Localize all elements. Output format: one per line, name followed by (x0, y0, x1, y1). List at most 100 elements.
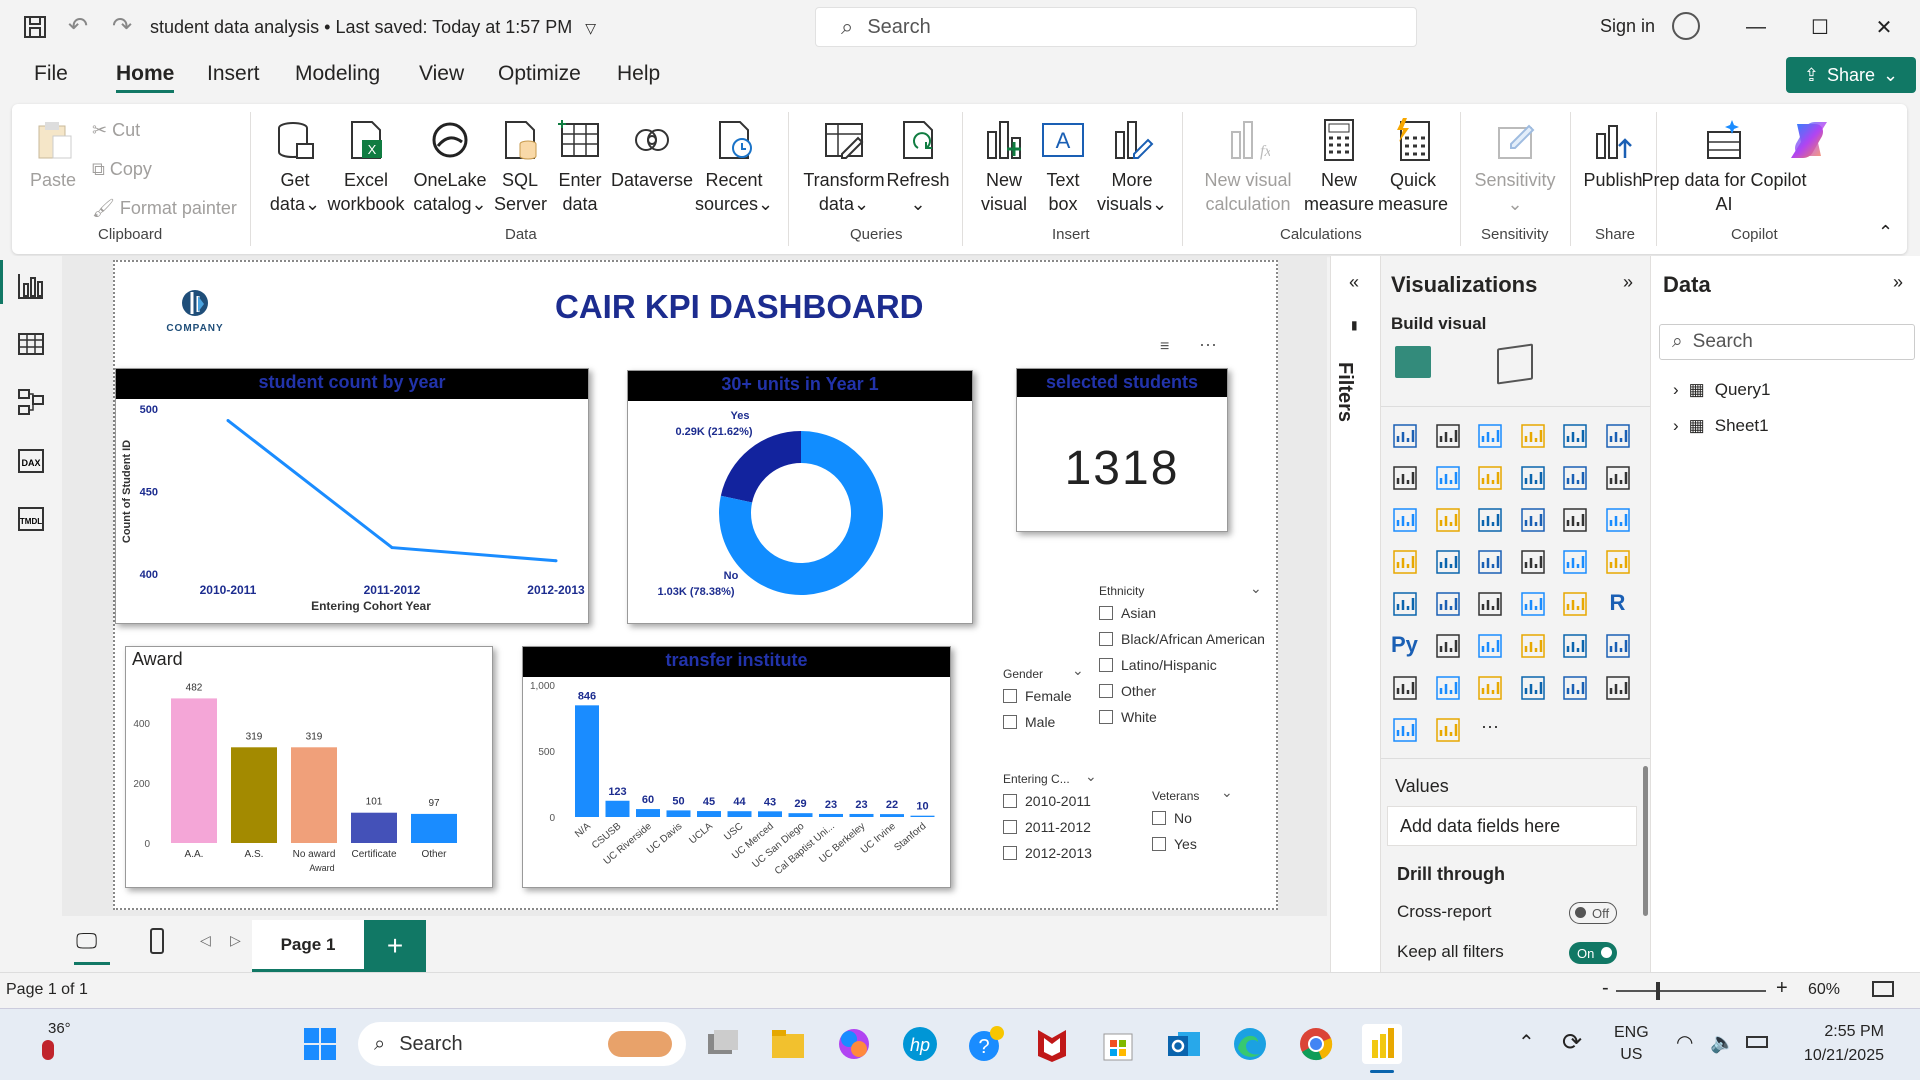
menu-optimize[interactable]: Optimize (498, 62, 581, 85)
next-page-icon[interactable]: ▷ (230, 932, 241, 948)
waterfall-visual-icon[interactable] (1391, 506, 1419, 534)
cohort-option[interactable]: 2011-2012 (1003, 819, 1091, 835)
table-visual-icon[interactable] (1519, 590, 1547, 618)
zoom-slider[interactable] (1616, 982, 1766, 1000)
mobile-layout-icon[interactable] (150, 928, 164, 954)
line-column-visual-icon[interactable] (1561, 464, 1589, 492)
add-fields-well[interactable]: Add data fields here (1387, 806, 1637, 846)
clustered-column-visual-icon[interactable] (1519, 422, 1547, 450)
copy-button[interactable]: ⧉ Copy (92, 157, 152, 181)
checkbox[interactable] (1099, 684, 1113, 698)
power-bi-icon[interactable] (1362, 1024, 1402, 1064)
edge-icon[interactable] (1230, 1024, 1270, 1064)
gender-option[interactable]: Female (1003, 688, 1072, 704)
menu-file[interactable]: File (34, 62, 68, 85)
account-icon[interactable] (1672, 12, 1700, 40)
100-bar-visual-icon[interactable] (1561, 422, 1589, 450)
table-item-query1[interactable]: › ▦ Query1 (1673, 380, 1770, 400)
paginated-report-visual-icon[interactable] (1604, 632, 1632, 660)
report-view-icon[interactable] (15, 270, 47, 302)
transfer-institute-chart[interactable]: transfer institute 0 500 1,000 846 N/A 123 CSU… (522, 646, 951, 888)
more-options-icon[interactable]: ··· (1199, 334, 1217, 354)
chevron-down-icon[interactable]: ⌄ (1085, 768, 1097, 784)
filter-visual-icon[interactable]: ≡ (1160, 338, 1170, 355)
ethnicity-option[interactable]: Latino/Hispanic (1099, 657, 1217, 673)
add-page-button[interactable]: + (364, 920, 426, 972)
zoom-level[interactable]: 60% (1808, 981, 1841, 998)
checkbox[interactable] (1099, 658, 1113, 672)
more-visuals-button[interactable]: More visuals⌄ (1094, 118, 1170, 216)
ethnicity-option[interactable]: White (1099, 709, 1157, 725)
task-view-icon[interactable] (702, 1024, 742, 1064)
more-visual-icon[interactable]: ··· (1481, 716, 1499, 736)
checkbox[interactable] (1152, 837, 1166, 851)
collapse-ribbon-icon[interactable]: ⌃ (1878, 222, 1894, 242)
menu-help[interactable]: Help (617, 62, 661, 85)
donut-visual-icon[interactable] (1561, 506, 1589, 534)
key-influencers-visual-icon[interactable] (1434, 632, 1462, 660)
clustered-bar-visual-icon[interactable] (1476, 422, 1504, 450)
veterans-option[interactable]: No (1152, 810, 1192, 826)
excel-workbook-button[interactable]: X Excel workbook (326, 118, 406, 216)
table-item-sheet1[interactable]: › ▦ Sheet1 (1673, 416, 1769, 436)
matrix-visual-icon[interactable] (1561, 590, 1589, 618)
smart-narrative-visual-icon[interactable] (1561, 632, 1589, 660)
report-page[interactable]: COMPANY CAIR KPI DASHBOARD ≡ ··· student… (113, 260, 1278, 910)
prep-data-copilot-button[interactable]: Prep data for Copilot AI (1641, 118, 1807, 216)
checkbox[interactable] (1152, 811, 1166, 825)
enter-data-button[interactable]: Enter data (552, 118, 608, 216)
stacked-column-visual-icon[interactable] (1434, 422, 1462, 450)
arcgis-visual-icon[interactable] (1434, 716, 1462, 744)
treemap-visual-icon[interactable] (1604, 506, 1632, 534)
cohort-option[interactable]: 2010-2011 (1003, 793, 1091, 809)
zoom-out-button[interactable]: - (1602, 977, 1609, 999)
hp-icon[interactable]: hp (900, 1024, 940, 1064)
r-visual-visual-icon[interactable]: R (1609, 590, 1626, 615)
windows-start-icon[interactable] (300, 1024, 340, 1064)
veterans-option[interactable]: Yes (1152, 836, 1197, 852)
multi-row-card-visual-icon[interactable] (1391, 590, 1419, 618)
new-visual-button[interactable]: New visual (974, 118, 1034, 216)
volume-icon[interactable]: 🔈 (1710, 1032, 1735, 1054)
award-chart[interactable]: Award 0 200 400 482 A.A. 319 A.S. 319 No award 10… (125, 646, 493, 888)
kpi-visual-icon[interactable] (1434, 590, 1462, 618)
menu-home[interactable]: Home (116, 62, 175, 85)
sensitivity-button[interactable]: Sensitivity ⌄ (1470, 118, 1560, 216)
selected-students-card[interactable]: selected students 1318 (1016, 368, 1228, 532)
checkbox[interactable] (1003, 820, 1017, 834)
line-visual-icon[interactable] (1391, 464, 1419, 492)
slicer-visual-icon[interactable] (1476, 590, 1504, 618)
card-visual-icon[interactable] (1604, 548, 1632, 576)
ribbon-visual-icon[interactable] (1519, 464, 1547, 492)
file-explorer-icon[interactable] (768, 1024, 808, 1064)
clock[interactable]: 2:55 PM 10/21/2025 (1782, 1020, 1884, 1068)
chrome-icon[interactable] (1296, 1024, 1336, 1064)
help-icon[interactable]: ? (966, 1024, 1006, 1064)
recent-sources-button[interactable]: Recent sources⌄ (694, 118, 774, 216)
table-view-icon[interactable] (15, 328, 47, 360)
keep-filters-toggle[interactable]: On (1569, 942, 1617, 964)
sync-icon[interactable]: ⟳ (1562, 1029, 1583, 1056)
ethnicity-option[interactable]: Other (1099, 683, 1156, 699)
search-input[interactable]: ⌕ Search (815, 7, 1417, 47)
onelake-catalog-button[interactable]: OneLake catalog⌄ (410, 118, 490, 216)
chevron-down-icon[interactable]: ⌄ (1221, 784, 1233, 800)
filled-map-visual-icon[interactable] (1476, 548, 1504, 576)
checkbox[interactable] (1099, 606, 1113, 620)
chevron-down-icon[interactable]: ⌄ (1250, 580, 1262, 596)
cohort-option[interactable]: 2012-2013 (1003, 845, 1092, 861)
quick-measure-button[interactable]: Quick measure (1376, 118, 1450, 216)
zoom-in-button[interactable]: + (1776, 977, 1788, 999)
dataverse-button[interactable]: Dataverse (608, 118, 696, 192)
store-icon[interactable] (1098, 1024, 1138, 1064)
transform-data-button[interactable]: Transform data⌄ (800, 118, 888, 216)
ethnicity-option[interactable]: Black/African American (1099, 631, 1265, 647)
filters-pane[interactable]: « ▮ Filters (1330, 256, 1380, 972)
menu-modeling[interactable]: Modeling (295, 62, 381, 85)
custom-3-visual-icon[interactable] (1604, 674, 1632, 702)
map-visual-icon[interactable] (1434, 548, 1462, 576)
mcafee-icon[interactable] (1032, 1024, 1072, 1064)
paste-button[interactable]: Paste (28, 118, 78, 192)
stacked-bar-visual-icon[interactable] (1391, 422, 1419, 450)
get-data-button[interactable]: Get data⌄ (264, 118, 326, 216)
